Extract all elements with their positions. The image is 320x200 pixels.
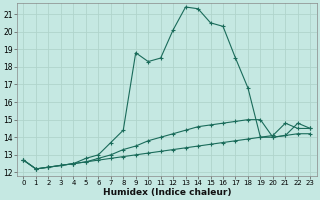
X-axis label: Humidex (Indice chaleur): Humidex (Indice chaleur) (103, 188, 231, 197)
